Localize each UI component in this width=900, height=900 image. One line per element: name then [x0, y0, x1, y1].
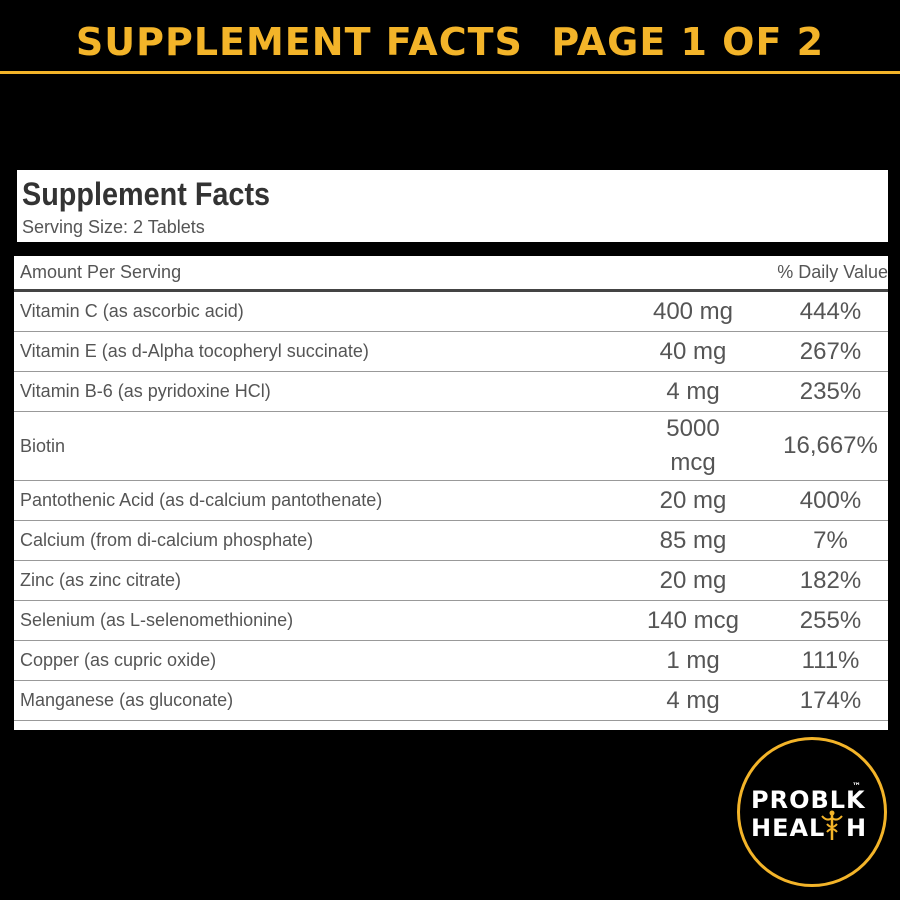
nutrient-name: Pantothenic Acid (as d-calcium pantothen…	[20, 490, 383, 510]
header-title: SUPPLEMENT FACTS PAGE 1 OF 2	[75, 20, 825, 64]
daily-value: 444%	[799, 297, 862, 325]
nutrient-name: Calcium (from di-calcium phosphate)	[20, 530, 314, 550]
table-row: Calcium (from di-calcium phosphate) 85 mg…	[14, 521, 888, 561]
logo-text: PROBLK	[751, 786, 866, 814]
table-row: Vitamin B-6 (as pyridoxine HCl) 4 mg 235%	[14, 372, 888, 412]
daily-value: 174%	[799, 686, 862, 714]
nutrient-name: Biotin	[20, 435, 66, 456]
caduceus-icon	[821, 810, 843, 840]
table-row: Biotin 5000 mcg 16,667%	[14, 412, 888, 481]
amount: 85 mg	[659, 526, 727, 554]
amount: 1 mg	[666, 646, 720, 674]
amount: 400 mg	[652, 297, 734, 325]
amount: 4 mg	[666, 377, 720, 405]
serving-size: Serving Size: 2 Tablets	[22, 217, 205, 237]
header: SUPPLEMENT FACTS PAGE 1 OF 2	[0, 0, 900, 74]
table-row: Vitamin C (as ascorbic acid) 400 mg 444%	[14, 292, 888, 332]
amount: 5000 mcg	[666, 415, 720, 476]
daily-value: 111%	[801, 646, 860, 674]
nutrient-name: Manganese (as gluconate)	[20, 690, 234, 710]
table-row: Selenium (as L-selenomethionine) 140 mcg 2…	[14, 601, 888, 641]
amount: 4 mg	[666, 686, 720, 714]
table-row: Manganese (as gluconate) 4 mg 174%	[14, 681, 888, 721]
table-row: Zinc (as zinc citrate) 20 mg 182%	[14, 561, 888, 601]
amount: 20 mg	[659, 486, 727, 514]
daily-value: 7%	[813, 526, 848, 554]
amount: 40 mg	[659, 337, 727, 365]
logo-text: H	[846, 814, 868, 842]
daily-value: 16,667%	[783, 432, 878, 459]
daily-value: 182%	[799, 566, 862, 594]
table-row: Vitamin E (as d-Alpha tocopheryl succina…	[14, 332, 888, 372]
table-row: Copper (as cupric oxide) 1 mg 111%	[14, 641, 888, 681]
logo-trademark: ™	[852, 782, 862, 792]
table-row: Pantothenic Acid (as d-calcium pantothen…	[14, 481, 888, 521]
amount: 140 mcg	[646, 606, 740, 634]
daily-value: 267%	[799, 337, 862, 365]
daily-value: 235%	[799, 377, 862, 405]
facts-title-panel: Supplement Facts Serving Size: 2 Tablets	[14, 170, 888, 242]
nutrient-name: Vitamin C (as ascorbic acid)	[20, 301, 244, 321]
logo: PROBLK ™ HEAL H	[737, 737, 887, 887]
nutrient-name: Vitamin E (as d-Alpha tocopheryl succina…	[20, 341, 369, 361]
column-header: Amount Per Serving	[20, 262, 182, 282]
nutrient-name: Copper (as cupric oxide)	[20, 650, 217, 670]
nutrient-name: Zinc (as zinc citrate)	[20, 570, 182, 590]
facts-title: Supplement Facts	[22, 176, 271, 212]
logo-text: HEAL	[751, 814, 826, 842]
nutrient-name: Vitamin B-6 (as pyridoxine HCl)	[20, 381, 271, 401]
amount: 20 mg	[659, 566, 727, 594]
facts-table: Amount Per Serving % Daily Value Vitamin…	[14, 256, 888, 730]
daily-value: 255%	[799, 606, 862, 634]
table-header: Amount Per Serving % Daily Value	[14, 256, 888, 292]
column-header: % Daily Value	[777, 262, 888, 282]
nutrient-name: Selenium (as L-selenomethionine)	[20, 610, 294, 630]
daily-value: 400%	[799, 486, 862, 514]
